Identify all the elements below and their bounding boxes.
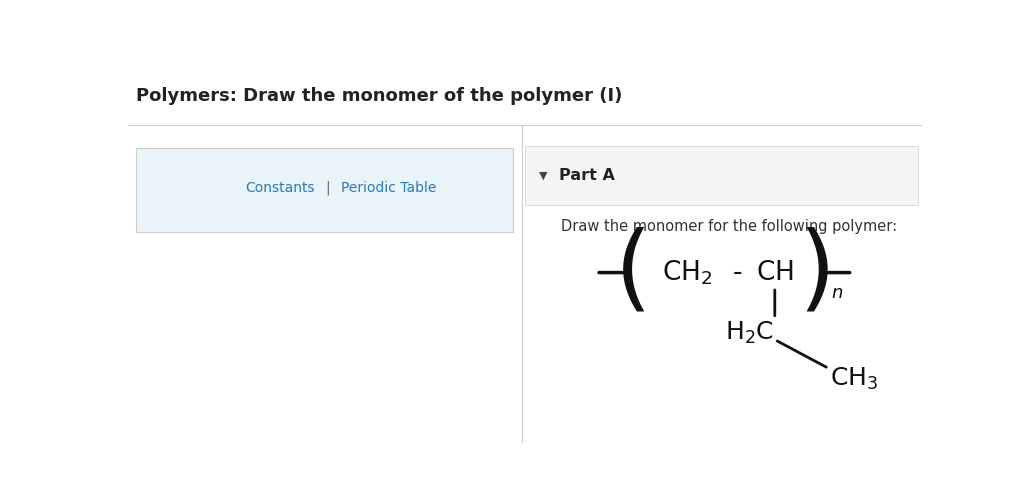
Text: $n$: $n$ <box>830 284 843 302</box>
Text: $\mathregular{CH_3}$: $\mathregular{CH_3}$ <box>830 366 879 392</box>
Text: ): ) <box>799 227 836 319</box>
Text: Periodic Table: Periodic Table <box>341 181 436 195</box>
Text: Polymers: Draw the monomer of the polymer (I): Polymers: Draw the monomer of the polyme… <box>136 87 623 105</box>
Text: ▼: ▼ <box>539 171 547 181</box>
Text: (: ( <box>615 227 652 319</box>
Text: Part A: Part A <box>559 168 614 183</box>
FancyBboxPatch shape <box>524 146 918 206</box>
Text: $\mathregular{H_2C}$: $\mathregular{H_2C}$ <box>725 320 774 346</box>
Text: $\mathregular{CH}$: $\mathregular{CH}$ <box>756 259 794 285</box>
Text: Draw the monomer for the following polymer:: Draw the monomer for the following polym… <box>560 219 897 234</box>
Text: Constants: Constants <box>245 181 314 195</box>
Text: $\mathregular{CH_2}$: $\mathregular{CH_2}$ <box>663 258 713 287</box>
Text: |: | <box>326 181 331 196</box>
FancyBboxPatch shape <box>136 148 513 232</box>
Text: -: - <box>733 259 742 285</box>
